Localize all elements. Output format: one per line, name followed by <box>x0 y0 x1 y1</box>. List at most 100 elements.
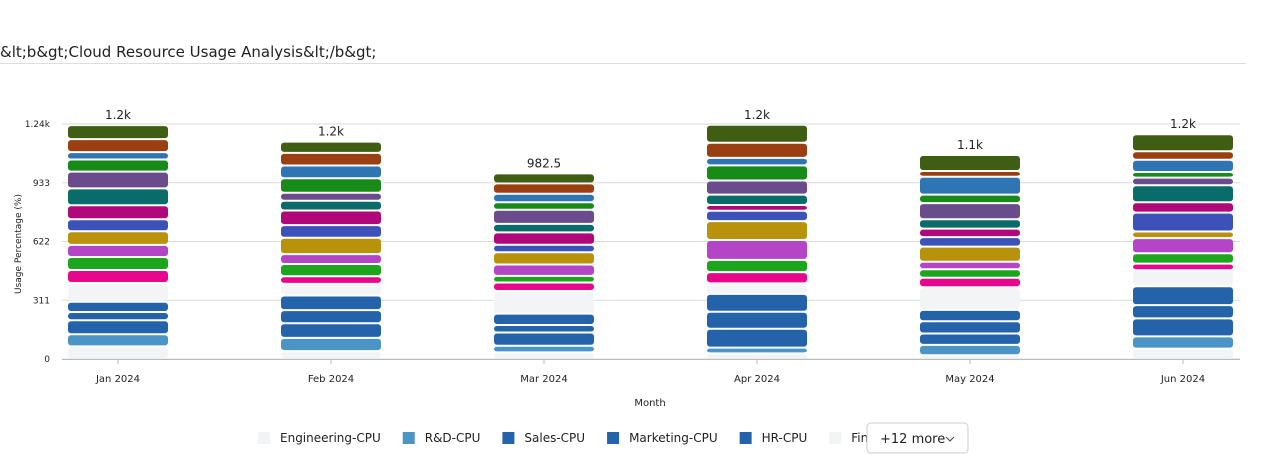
chevron <box>945 436 955 442</box>
bar-segment <box>281 179 381 192</box>
legend-swatch <box>502 432 515 444</box>
total-label: 982.5 <box>527 156 561 170</box>
bar-segment <box>281 264 381 276</box>
bar-segment <box>494 253 594 264</box>
bar-segment <box>1133 254 1233 263</box>
x-tick-label: Apr 2024 <box>734 374 780 385</box>
bar-segment <box>494 194 594 202</box>
bar-segment <box>494 291 594 313</box>
bar-segment <box>707 211 807 221</box>
bar-segment <box>281 142 381 152</box>
bar-segment <box>68 271 168 283</box>
bar-segment <box>281 284 381 295</box>
bar-segment <box>707 273 807 283</box>
bar-segment <box>707 240 807 259</box>
legend-swatch <box>829 432 842 444</box>
bar-segment <box>68 126 168 139</box>
bar-segment <box>68 189 168 205</box>
legend-swatch <box>402 432 415 444</box>
x-tick-label: Jan 2024 <box>95 374 140 385</box>
bar-segment <box>920 229 1020 237</box>
bar-segment <box>707 260 807 272</box>
bar-segment <box>68 153 168 159</box>
legend: Engineering-CPU R&D-CPU Sales-CPU Marketing… <box>258 431 926 445</box>
bar-segment <box>494 325 594 332</box>
bar-segment <box>494 203 594 209</box>
bar-segment <box>707 181 807 194</box>
bar-segment <box>494 276 594 282</box>
bar-segment <box>707 312 807 328</box>
bar-segment <box>1133 264 1233 270</box>
y-tick-label: 1.24k <box>25 120 51 130</box>
legend-label: Marketing-CPU <box>629 431 718 445</box>
x-tick-label: Feb 2024 <box>308 374 354 385</box>
total-label: 1.1k <box>957 138 983 152</box>
legend-swatch <box>739 432 752 444</box>
bar-segment <box>281 201 381 210</box>
total-label: 1.2k <box>1170 117 1196 131</box>
y-tick-label: 622 <box>33 238 50 248</box>
chart-title: &lt;b&gt;Cloud Resource Usage Analysis&l… <box>0 43 376 61</box>
bar-segment <box>68 245 168 256</box>
y-tick-label: 0 <box>44 355 50 365</box>
bar-segment <box>1133 135 1233 151</box>
bar-segment <box>68 206 168 219</box>
legend-label: Sales-CPU <box>524 431 585 445</box>
bar-segment <box>281 226 381 237</box>
bar-segment <box>494 210 594 223</box>
bar-segment <box>281 311 381 323</box>
x-tick-label: May 2024 <box>945 374 994 385</box>
bar-segment <box>920 262 1020 269</box>
bar-segment <box>68 220 168 231</box>
legend-swatch <box>258 432 270 444</box>
bar-segment <box>920 195 1020 203</box>
bar-segment <box>494 184 594 193</box>
bar-segment <box>494 233 594 244</box>
bar-segment <box>920 322 1020 333</box>
bar-segment <box>707 125 807 142</box>
total-label: 1.2k <box>105 108 131 122</box>
bar-segment <box>1133 239 1233 253</box>
bar-segment <box>1133 337 1233 348</box>
bar-segment <box>920 247 1020 261</box>
bar-segment <box>68 321 168 334</box>
bar-segment <box>281 255 381 263</box>
bar-segment <box>920 270 1020 277</box>
bar-segment <box>1133 178 1233 185</box>
x-axis-title: Month <box>634 398 665 409</box>
x-tick-label: Jun 2024 <box>1160 374 1205 385</box>
bar-segment <box>68 302 168 311</box>
bar-segment <box>920 278 1020 287</box>
bar-segment <box>1133 186 1233 202</box>
bar-segment <box>68 312 168 320</box>
bar-segment <box>68 140 168 152</box>
legend-label: Engineering-CPU <box>280 431 381 445</box>
bar-segment <box>707 329 807 347</box>
bar-segment <box>1133 152 1233 159</box>
bar-segment <box>281 238 381 254</box>
bar-segment <box>707 294 807 311</box>
y-axis-title: Usage Percentage (%) <box>14 194 24 294</box>
bar-segment <box>281 211 381 225</box>
bar-segment <box>1133 160 1233 171</box>
bar-segment <box>707 348 807 353</box>
bar-segment <box>68 335 168 346</box>
bar-segment <box>707 143 807 157</box>
bar-segment <box>68 284 168 301</box>
legend-more-label[interactable]: +12 more <box>880 432 945 447</box>
bar-segment <box>281 338 381 351</box>
bar-segment <box>68 347 168 358</box>
bar-segment <box>707 222 807 239</box>
y-tick-label: 311 <box>33 296 50 306</box>
legend-more-button[interactable] <box>866 422 969 454</box>
y-tick-label: 933 <box>33 179 50 189</box>
bar-segment <box>68 257 168 270</box>
bar-segment <box>1133 172 1233 177</box>
bar-segment <box>1133 213 1233 231</box>
bar-segment <box>281 193 381 200</box>
bar-segment <box>281 153 381 165</box>
bar-segment <box>1133 203 1233 212</box>
bar-segment <box>707 206 807 210</box>
total-label: 1.2k <box>744 108 770 122</box>
bar-segment <box>281 166 381 178</box>
